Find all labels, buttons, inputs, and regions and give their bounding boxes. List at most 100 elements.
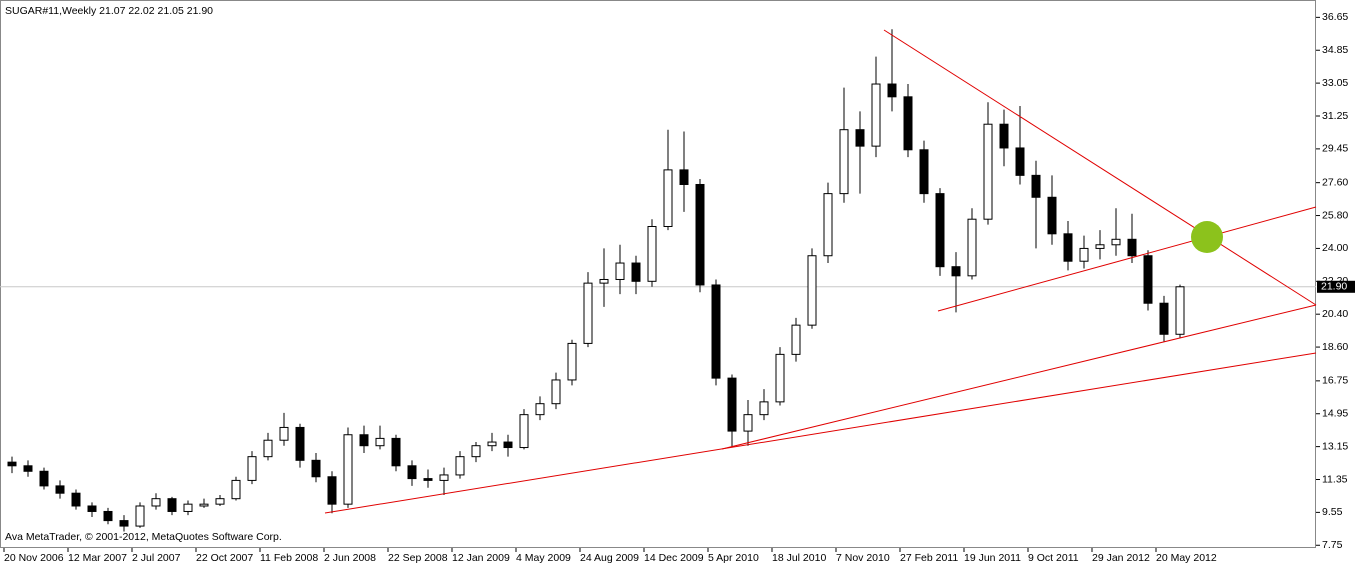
candle-body: [391, 437, 401, 467]
candle-body: [1079, 247, 1089, 262]
y-tick-label: 31.25: [1322, 110, 1348, 122]
candle-body: [167, 498, 177, 512]
candle-body: [263, 439, 273, 458]
candle-body: [775, 353, 785, 403]
trend-line: [883, 29, 1317, 306]
candle-body: [567, 342, 577, 381]
candle-body: [887, 83, 897, 98]
y-tick-label: 24.00: [1322, 242, 1348, 254]
y-tick-label: 13.15: [1322, 440, 1348, 452]
candle-body: [551, 379, 561, 405]
candle-body: [1031, 174, 1041, 198]
candle-body: [807, 255, 817, 326]
y-tick-label: 11.35: [1322, 473, 1348, 485]
candle-body: [743, 414, 753, 432]
candle-body: [1127, 238, 1137, 257]
x-tick-label: 22 Sep 2008: [388, 552, 448, 564]
y-tick-label: 7.75: [1322, 539, 1343, 551]
candle-body: [279, 426, 289, 441]
candle-body: [535, 403, 545, 416]
candle-body: [119, 520, 129, 527]
x-tick-label: 7 Nov 2010: [836, 552, 890, 564]
candle-body: [247, 456, 257, 481]
candle-body: [1159, 302, 1169, 335]
candle-body: [935, 193, 945, 268]
candle-body: [503, 441, 513, 449]
candle-body: [1095, 244, 1105, 249]
candle-body: [679, 169, 689, 185]
candle-body: [407, 465, 417, 480]
candle-body: [215, 498, 225, 505]
candle-body: [1015, 147, 1025, 176]
x-tick-label: 20 May 2012: [1156, 552, 1217, 564]
y-tick-label: 27.60: [1322, 176, 1348, 188]
candle-body: [663, 169, 673, 228]
intersection-marker: [1191, 221, 1223, 253]
candle-body: [727, 377, 737, 432]
candle-body: [967, 218, 977, 277]
candle-body: [999, 123, 1009, 149]
candle-body: [103, 510, 113, 522]
trend-line: [721, 304, 1317, 450]
candle-body: [87, 505, 97, 512]
y-tick-label: 25.80: [1322, 209, 1348, 221]
candle-body: [695, 183, 705, 286]
candle-body: [615, 262, 625, 280]
y-tick-label: 29.45: [1322, 143, 1348, 155]
x-tick-label: 20 Nov 2006: [4, 552, 64, 564]
x-tick-label: 9 Oct 2011: [1028, 552, 1079, 564]
candle-body: [1143, 255, 1153, 304]
x-tick-label: 18 Jul 2010: [772, 552, 826, 564]
candle-body: [23, 465, 33, 472]
candle-body: [295, 426, 305, 461]
candle-body: [183, 503, 193, 512]
candle-body: [711, 284, 721, 379]
x-tick-label: 11 Feb 2008: [260, 552, 318, 564]
candle-body: [951, 266, 961, 277]
candle-body: [1047, 196, 1057, 235]
candle-body: [583, 282, 593, 344]
x-tick-label: 2 Jun 2008: [324, 552, 376, 564]
candle-body: [759, 401, 769, 416]
x-tick-label: 4 May 2009: [516, 552, 571, 564]
candle-body: [71, 492, 81, 507]
candle-body: [839, 129, 849, 195]
candle-body: [359, 434, 369, 447]
candle-body: [151, 498, 161, 507]
y-tick-label: 16.75: [1322, 375, 1348, 387]
candle-body: [39, 470, 49, 487]
candle-body: [231, 479, 241, 500]
y-tick-label: 34.85: [1322, 44, 1348, 56]
candle-body: [455, 456, 465, 476]
y-tick-label: 20.40: [1322, 308, 1348, 320]
candle-body: [199, 503, 209, 507]
candle-body: [135, 505, 145, 527]
candle-body: [823, 193, 833, 257]
candle-body: [7, 461, 17, 467]
y-tick-label: 14.95: [1322, 408, 1348, 420]
candle-body: [599, 278, 609, 284]
trend-line: [324, 352, 1317, 514]
candle-body: [375, 437, 385, 447]
x-tick-label: 22 Oct 2007: [196, 552, 253, 564]
candle-body: [327, 476, 337, 505]
candle-body: [487, 441, 497, 447]
copyright: Ava MetaTrader, © 2001-2012, MetaQuotes …: [5, 531, 282, 543]
candle-body: [919, 149, 929, 195]
x-tick-label: 12 Jan 2009: [452, 552, 510, 564]
y-tick-label: 36.65: [1322, 11, 1348, 23]
candle-body: [855, 129, 865, 147]
y-tick-label: 9.55: [1322, 506, 1343, 518]
x-tick-label: 27 Feb 2011: [900, 552, 958, 564]
x-tick-label: 2 Jul 2007: [132, 552, 181, 564]
x-tick-label: 5 Apr 2010: [708, 552, 759, 564]
candle-body: [791, 324, 801, 355]
candle-body: [1111, 238, 1121, 246]
candle-body: [631, 262, 641, 282]
chart-header: SUGAR#11,Weekly 21.07 22.02 21.05 21.90: [5, 5, 213, 17]
last-price-box: [1317, 280, 1355, 293]
x-tick-label: 29 Jan 2012: [1092, 552, 1150, 564]
x-tick-label: 12 Mar 2007: [68, 552, 127, 564]
